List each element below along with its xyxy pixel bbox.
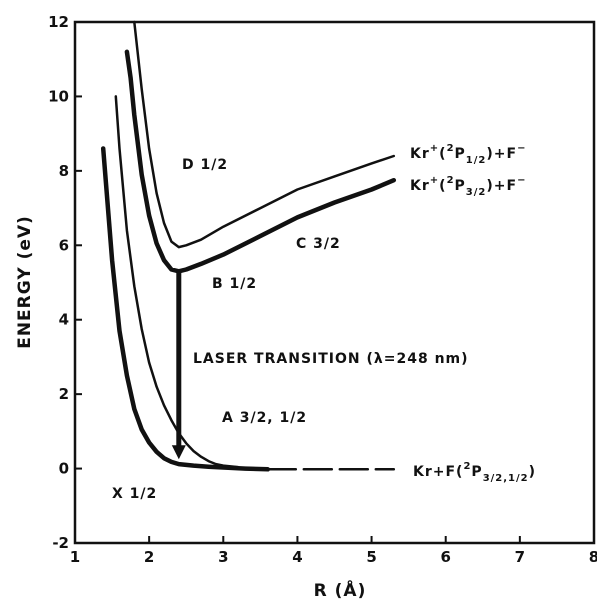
label-kr-f-ground: Kr+F(2P3/2,1/2) bbox=[413, 461, 536, 484]
label-kr-p12-f: Kr+(2P1/2)+F− bbox=[410, 143, 526, 166]
x-axis-label: R (Å) bbox=[314, 578, 367, 601]
y-axis-label: ENERGY (eV) bbox=[15, 215, 35, 349]
curve-B bbox=[124, 49, 397, 274]
x-tick-label: 3 bbox=[218, 548, 228, 566]
curve-A bbox=[114, 95, 240, 469]
x-tick-labels: 1 2 3 4 5 6 7 8 bbox=[70, 548, 597, 566]
curve-ground bbox=[100, 146, 271, 472]
y-tick-labels: -2 0 2 4 6 8 10 12 bbox=[48, 13, 69, 552]
y-tick-label: 10 bbox=[48, 87, 69, 105]
y-tick-label: -2 bbox=[52, 534, 69, 552]
x-tick-label: 5 bbox=[366, 548, 376, 566]
tick-marks bbox=[74, 21, 595, 544]
y-tick-label: 2 bbox=[59, 385, 69, 403]
label-b-1-2: B 1/2 bbox=[212, 276, 257, 292]
label-kr-p32-f: Kr+(2P3/2)+F− bbox=[410, 175, 526, 198]
plot-frame bbox=[73, 20, 596, 545]
x-tick-label: 1 bbox=[70, 548, 80, 566]
curves bbox=[100, 20, 397, 472]
y-tick-label: 8 bbox=[59, 162, 69, 180]
y-tick-label: 4 bbox=[59, 311, 69, 329]
curve-D bbox=[133, 20, 396, 249]
y-tick-label: 12 bbox=[48, 13, 69, 31]
x-tick-label: 4 bbox=[292, 548, 302, 566]
label-x-1-2: X 1/2 bbox=[112, 486, 157, 502]
y-tick-label: 0 bbox=[59, 460, 69, 478]
label-c-3-2: C 3/2 bbox=[296, 236, 341, 252]
y-tick-label: 6 bbox=[59, 236, 69, 254]
x-tick-label: 2 bbox=[144, 548, 154, 566]
label-laser-transition: LASER TRANSITION (λ=248 nm) bbox=[193, 351, 469, 367]
label-d-1-2: D 1/2 bbox=[182, 157, 228, 173]
x-tick-label: 8 bbox=[589, 548, 597, 566]
transition-arrowhead bbox=[171, 445, 186, 460]
x-tick-label: 7 bbox=[515, 548, 525, 566]
label-a-3-2-1-2: A 3/2, 1/2 bbox=[222, 410, 307, 426]
x-tick-label: 6 bbox=[440, 548, 450, 566]
laser-transition-arrow bbox=[171, 271, 186, 460]
